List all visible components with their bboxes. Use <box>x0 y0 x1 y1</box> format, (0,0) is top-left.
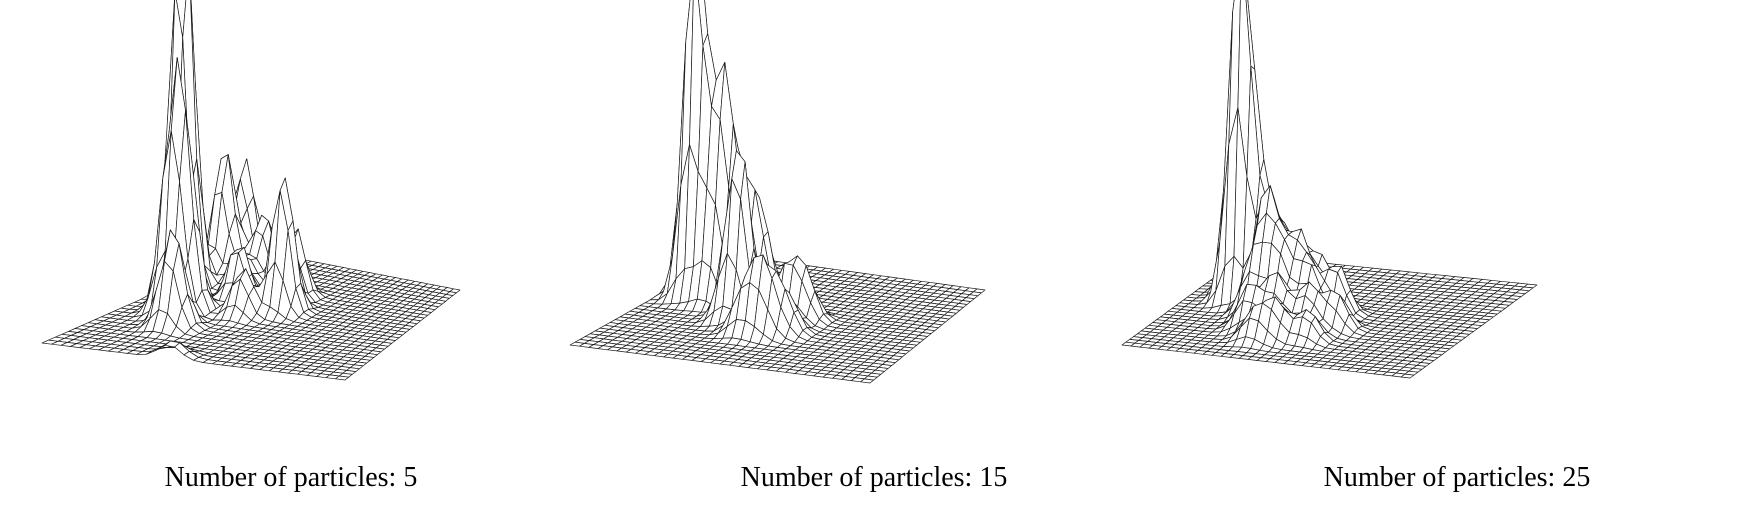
surface-mesh-cell <box>860 378 874 384</box>
caption-25-particles: Number of particles: 25 <box>1323 462 1591 493</box>
surface-plot-panel-5: Number of particles: 5 <box>0 0 582 517</box>
surface-mesh <box>569 0 986 384</box>
surface-plot-15-particles <box>569 0 986 384</box>
surface-plot-panel-25: Number of particles: 25 <box>1121 0 1748 517</box>
surface-mesh-cell <box>335 375 349 381</box>
caption-15-particles: Number of particles: 15 <box>740 462 1008 493</box>
caption-5-particles: Number of particles: 5 <box>164 462 418 493</box>
surface-mesh <box>41 0 461 381</box>
surface-plot-panel-15: Number of particles: 15 <box>569 0 1165 517</box>
surface-mesh <box>1121 0 1538 379</box>
surface-mesh-cell <box>1400 373 1415 379</box>
surface-plot-25-particles <box>1121 0 1538 379</box>
surface-plot-5-particles <box>41 0 461 381</box>
